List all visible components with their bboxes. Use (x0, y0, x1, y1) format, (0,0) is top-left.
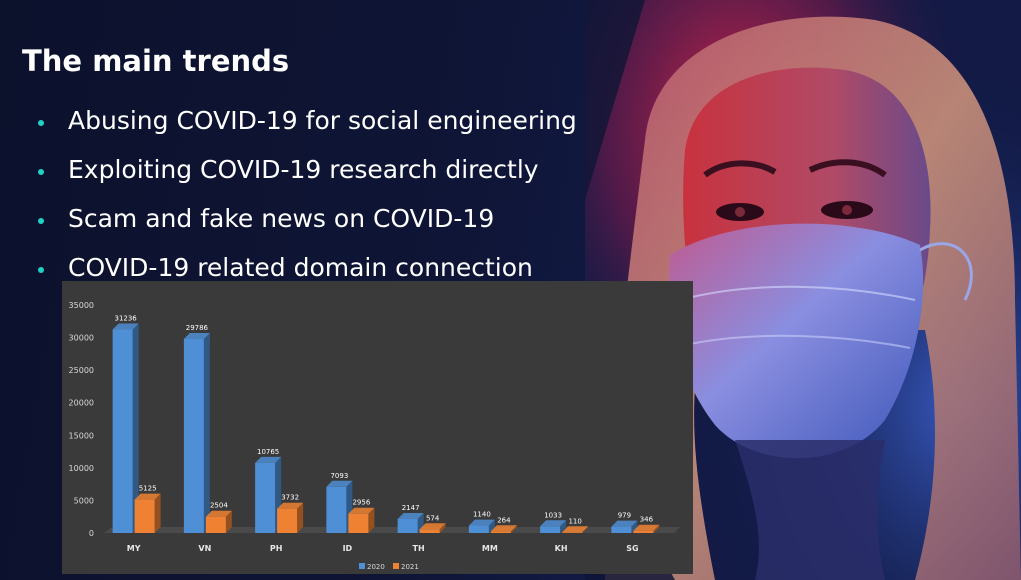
bar (490, 531, 511, 533)
data-label: 2147 (402, 504, 420, 512)
data-label: 3732 (281, 494, 299, 502)
bar-top (255, 456, 282, 463)
data-label: 2504 (210, 502, 228, 510)
x-tick-label: MY (127, 544, 141, 553)
y-tick-label: 0 (89, 529, 94, 538)
bar (277, 508, 298, 533)
bullet-item: Abusing COVID-19 for social engineering (38, 96, 577, 145)
bar-side (132, 323, 139, 533)
x-tick-label: SG (626, 544, 638, 553)
x-tick-label: MM (482, 544, 498, 553)
data-label: 979 (618, 512, 631, 520)
bar-top (134, 493, 161, 500)
data-label: 31236 (114, 315, 137, 323)
bullet-text: Exploiting COVID-19 research directly (68, 155, 539, 184)
bar-side (154, 493, 161, 533)
bar-top (468, 519, 495, 526)
y-tick-label: 25000 (69, 366, 94, 375)
bar (611, 526, 632, 533)
y-tick-label: 35000 (69, 301, 94, 310)
data-label: 10765 (257, 448, 279, 456)
bar-top (562, 526, 589, 533)
bar-side (203, 332, 210, 533)
chart-floor (104, 527, 680, 533)
x-tick-label: VN (198, 544, 211, 553)
bar-top (611, 520, 638, 527)
slide-title: The main trends (22, 44, 290, 78)
x-tick-label: TH (413, 544, 425, 553)
bar (468, 525, 489, 533)
y-tick-label: 10000 (69, 464, 94, 473)
y-tick-label: 20000 (69, 399, 94, 408)
bar-top (205, 510, 232, 517)
y-tick-label: 5000 (74, 496, 94, 505)
bar-top (397, 513, 424, 520)
bullet-text: Scam and fake news on COVID-19 (68, 204, 495, 233)
x-tick-label: PH (270, 544, 283, 553)
bullet-list: Abusing COVID-19 for social engineering … (38, 96, 577, 292)
data-label: 1033 (544, 511, 562, 519)
bar-top (633, 524, 660, 531)
data-label: 110 (568, 517, 581, 525)
bar-chart: 0 5000 10000 15000 20000 25000 30000 35000 31236… (69, 301, 680, 571)
bar (134, 499, 155, 533)
bar-side (225, 510, 232, 533)
bullet-text: Abusing COVID-19 for social engineering (68, 106, 577, 135)
masked-woman-photo (585, 0, 1021, 580)
legend-label: 2021 (401, 563, 419, 571)
bar-top (490, 525, 517, 532)
bar-side (368, 507, 375, 533)
data-label: 264 (497, 516, 511, 524)
bullet-item: COVID-19 related domain connection (38, 243, 577, 292)
bar (183, 338, 204, 533)
bar-side (297, 502, 304, 533)
bar-side (488, 519, 495, 533)
bar-top (183, 332, 210, 339)
bar (562, 532, 583, 533)
bar-top (112, 323, 139, 330)
legend-swatch (393, 563, 399, 569)
bar-side (439, 523, 446, 533)
bar (540, 526, 561, 533)
bar (633, 530, 654, 533)
bar (326, 486, 347, 533)
bar-top (326, 480, 353, 487)
legend-label: 2020 (367, 563, 385, 571)
y-tick-label: 15000 (69, 431, 94, 440)
bar (205, 516, 226, 533)
bar (255, 462, 276, 533)
bullet-dot-icon (38, 119, 44, 126)
data-label: 5125 (139, 485, 157, 493)
bar (112, 329, 133, 533)
legend-swatch (359, 563, 365, 569)
bullet-dot-icon (38, 168, 44, 175)
bullet-item: Scam and fake news on COVID-19 (38, 194, 577, 243)
bar-side (653, 524, 660, 533)
bullet-text: COVID-19 related domain connection (68, 253, 533, 282)
data-label: 7093 (330, 472, 348, 480)
data-label: 574 (426, 514, 440, 522)
bar (348, 513, 369, 533)
bar-top (277, 502, 304, 509)
x-tick-label: ID (343, 544, 353, 553)
data-label: 2956 (352, 499, 370, 507)
data-label: 346 (640, 516, 654, 524)
bar (397, 519, 418, 533)
bar-top (540, 520, 567, 527)
bar-top (348, 507, 375, 514)
data-label: 29786 (186, 324, 209, 332)
bullet-dot-icon (38, 217, 44, 224)
bullet-item: Exploiting COVID-19 research directly (38, 145, 577, 194)
bar-side (582, 526, 589, 533)
bar-side (560, 520, 567, 533)
bullet-dot-icon (38, 266, 44, 273)
x-tick-label: KH (555, 544, 568, 553)
data-label: 1140 (473, 511, 491, 519)
bar-side (631, 520, 638, 533)
bar-side (510, 525, 517, 533)
bar (419, 529, 440, 533)
y-tick-label: 30000 (69, 334, 94, 343)
bar-top (419, 523, 446, 530)
bar-chart-panel: 0 5000 10000 15000 20000 25000 30000 35000 31236… (62, 281, 693, 574)
